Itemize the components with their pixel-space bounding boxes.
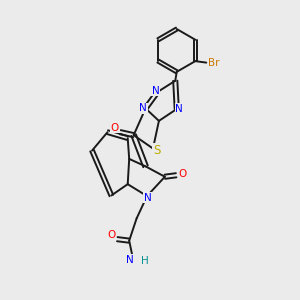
- Text: O: O: [111, 123, 119, 133]
- Text: Br: Br: [208, 58, 220, 68]
- Text: N: N: [152, 85, 160, 96]
- Text: H: H: [141, 256, 148, 266]
- Text: N: N: [175, 104, 183, 114]
- Text: N: N: [144, 193, 152, 202]
- Text: S: S: [153, 143, 160, 157]
- Text: N: N: [139, 103, 147, 113]
- Text: N: N: [126, 255, 134, 265]
- Text: O: O: [178, 169, 187, 179]
- Text: O: O: [107, 230, 116, 240]
